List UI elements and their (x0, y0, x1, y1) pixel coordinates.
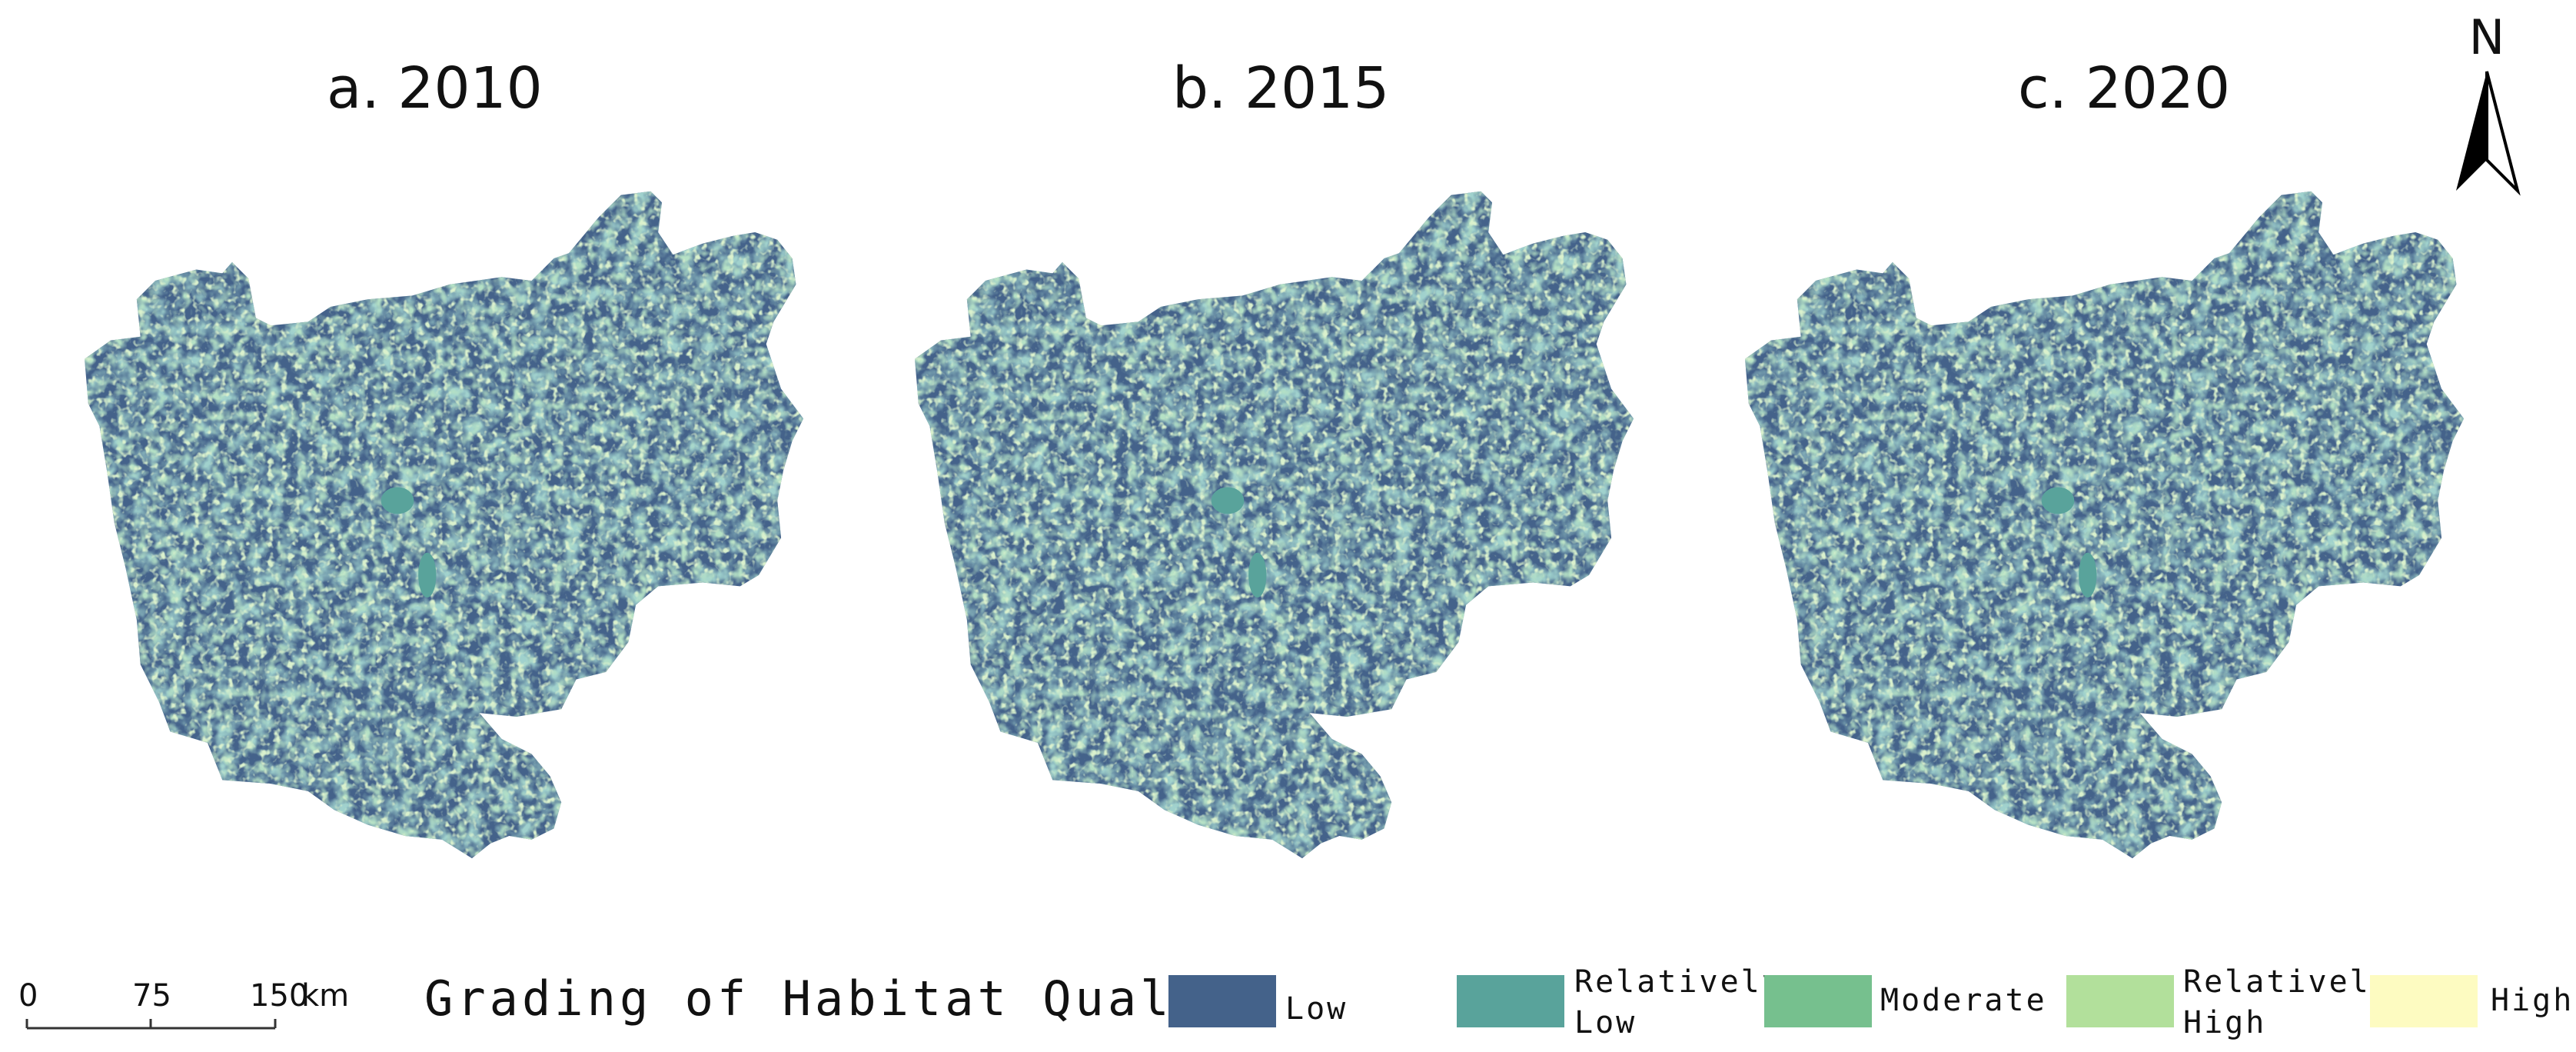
scale-tick-0: 0 (18, 978, 38, 1014)
panel-title-2010: a. 2010 (327, 55, 543, 122)
habitat-quality-map-2010 (85, 191, 804, 859)
panel-title-2020: c. 2020 (2018, 55, 2231, 122)
scale-tick-75: 75 (132, 978, 171, 1014)
north-arrow-icon (2456, 71, 2521, 196)
legend-label-relatively-high-1: Relatively (2183, 964, 2392, 1000)
north-arrow: N (2441, 14, 2533, 206)
legend-label-relatively-high-2: High (2183, 1005, 2267, 1040)
scale-bar: 0 75 150 km (15, 980, 369, 1042)
map-lake (381, 487, 414, 514)
map-lake (1211, 487, 1245, 514)
map-lake (1248, 552, 1267, 598)
habitat-quality-map-2015 (915, 191, 1634, 859)
map-texture-relatively-high (85, 191, 804, 859)
legend-label-relatively-low-1: Relatively (1574, 964, 1783, 1000)
legend-label-high: High (2491, 983, 2574, 1018)
legend-swatch-high (2370, 975, 2478, 1027)
legend-label-moderate: Moderate (1880, 983, 2047, 1018)
scale-bar-line (25, 1019, 277, 1030)
legend-label-relatively-low-2: Low (1574, 1005, 1637, 1040)
map-texture-relatively-high (1745, 191, 2465, 859)
map-texture-relatively-high (915, 191, 1634, 859)
legend-swatch-low (1168, 975, 1276, 1027)
scale-tick-150: 150 (250, 978, 309, 1014)
map-lake (418, 552, 437, 598)
legend-swatch-relatively-high (2066, 975, 2174, 1027)
legend-label-low: Low (1285, 991, 1348, 1027)
legend-swatch-moderate (1764, 975, 1872, 1027)
north-label: N (2468, 9, 2505, 65)
legend-title: Grading of Habitat Quality (424, 970, 1271, 1027)
panel-title-2015: b. 2015 (1172, 55, 1390, 122)
map-lake (2041, 487, 2075, 514)
map-lake (2079, 552, 2097, 598)
scale-unit: km (301, 978, 350, 1014)
legend-swatch-relatively-low (1457, 975, 1564, 1027)
habitat-quality-map-2020 (1745, 191, 2465, 859)
